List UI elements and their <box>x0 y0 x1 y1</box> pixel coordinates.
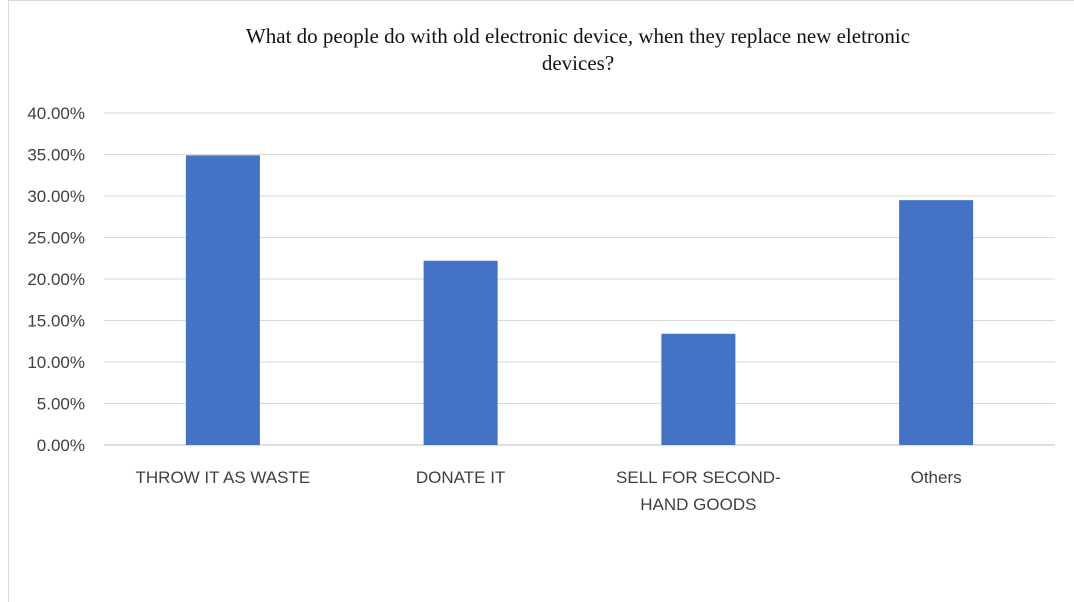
chart-title-line: What do people do with old electronic de… <box>246 24 910 48</box>
chart-frame <box>8 0 1074 602</box>
chart-title-line: devices? <box>542 51 614 75</box>
bar <box>899 200 974 445</box>
bar <box>423 260 498 445</box>
gridlines <box>104 112 1055 446</box>
x-axis-tick-labels: THROW IT AS WASTE DONATE IT SELL FOR SECON… <box>136 468 962 514</box>
bar <box>185 155 260 445</box>
y-tick-label: 20.00% <box>27 270 85 289</box>
chart-title: What do people do with old electronic de… <box>246 24 910 75</box>
x-tick-label: HAND GOODS <box>640 495 756 514</box>
y-tick-label: 25.00% <box>27 229 85 248</box>
x-tick-label: SELL FOR SECOND- <box>616 468 781 487</box>
y-tick-label: 5.00% <box>37 395 85 414</box>
y-tick-label: 35.00% <box>27 146 85 165</box>
y-tick-label: 10.00% <box>27 353 85 372</box>
y-tick-label: 0.00% <box>37 436 85 455</box>
bar <box>661 333 736 445</box>
bars <box>185 155 974 445</box>
x-tick-label: THROW IT AS WASTE <box>136 468 311 487</box>
y-tick-label: 40.00% <box>27 104 85 123</box>
x-tick-label: DONATE IT <box>416 468 505 487</box>
y-axis-tick-labels: 0.00% 5.00% 10.00% 15.00% 20.00% 25.00% 30.00%… <box>27 104 85 455</box>
x-tick-label: Others <box>911 468 962 487</box>
y-tick-label: 15.00% <box>27 312 85 331</box>
y-tick-label: 30.00% <box>27 187 85 206</box>
